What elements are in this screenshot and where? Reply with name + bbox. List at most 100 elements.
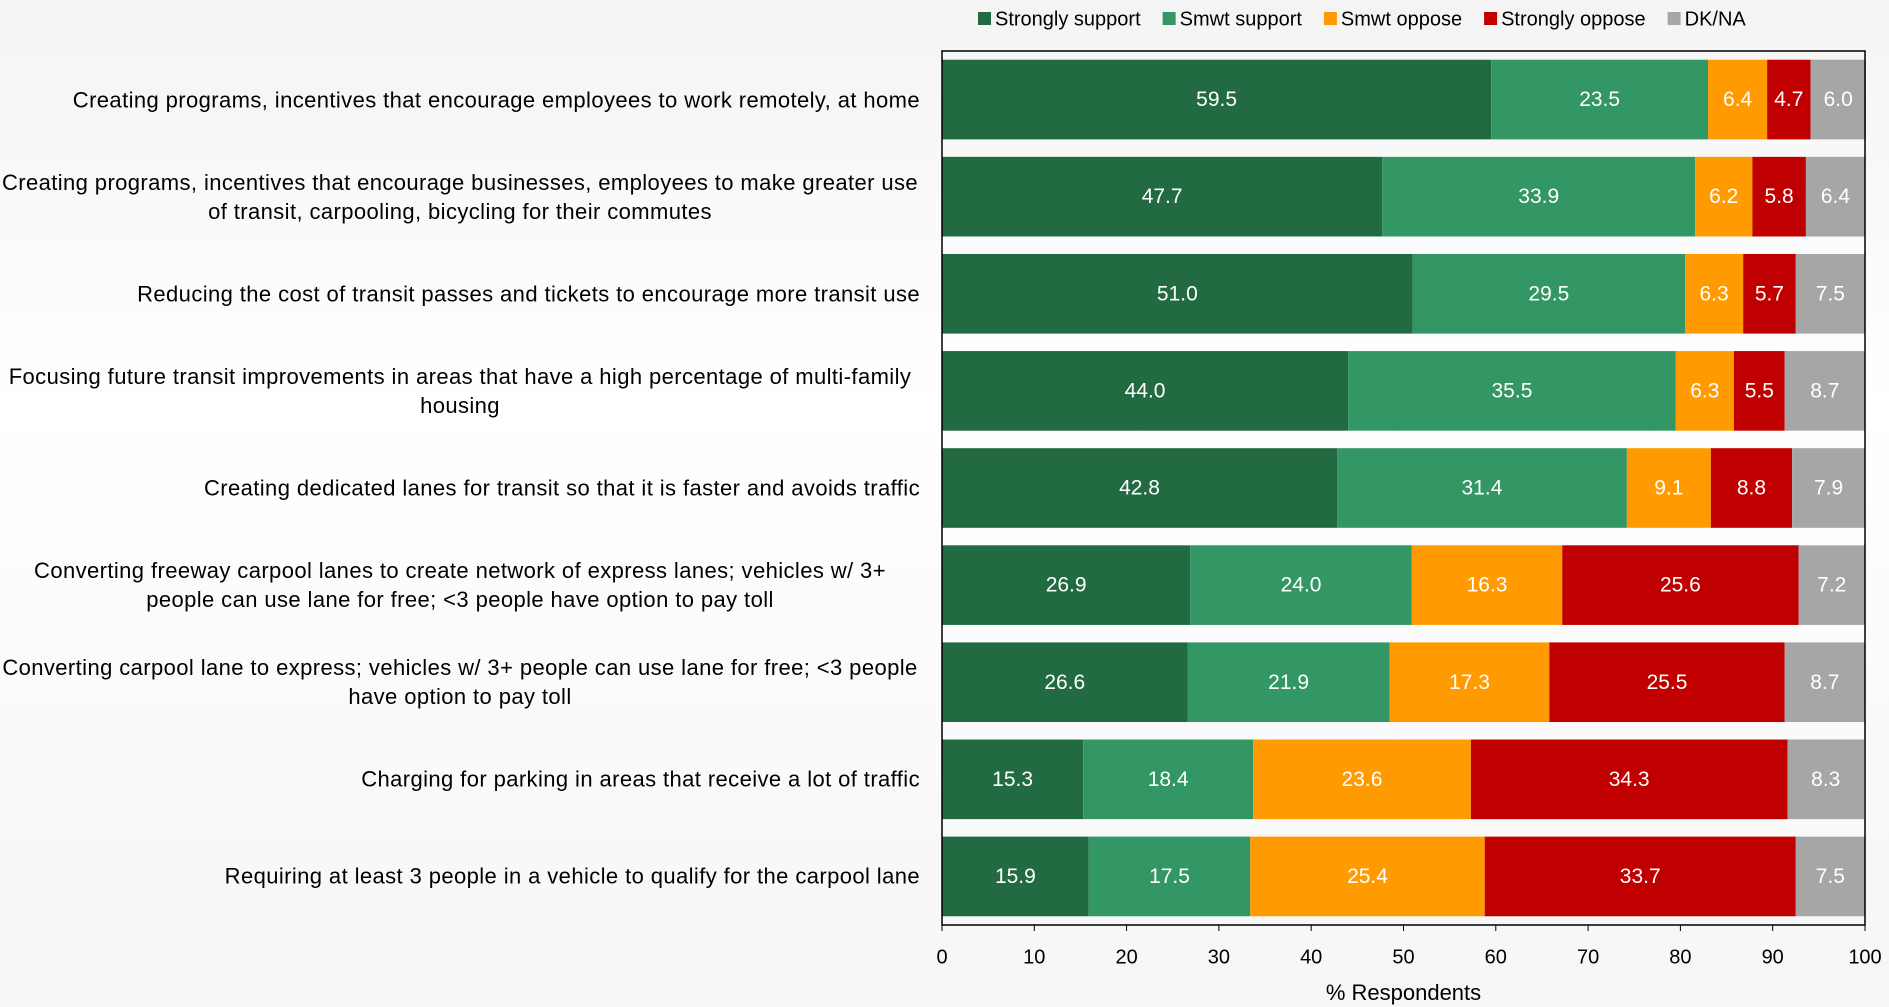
x-tick-label: 20 <box>1115 946 1137 968</box>
bar-segment <box>1190 545 1412 625</box>
data-label: 8.3 <box>1811 768 1840 791</box>
data-label: 29.5 <box>1528 282 1569 305</box>
y-tick-text: Focusing future transit improvements in … <box>8 363 912 418</box>
x-tick-label: 50 <box>1392 946 1414 968</box>
bar-segment <box>1675 351 1734 431</box>
bar-segment <box>1752 156 1806 237</box>
x-tick-label: 0 <box>936 946 947 968</box>
bar-segment <box>1470 739 1788 820</box>
data-label: 6.3 <box>1699 282 1728 305</box>
y-tick-label: Requiring at least 3 people in a vehicle… <box>0 862 920 891</box>
bar-segment <box>1695 156 1753 237</box>
y-tick-label: Converting carpool lane to express; vehi… <box>0 653 920 711</box>
bar-segment <box>1795 836 1865 917</box>
x-tick-label: 70 <box>1577 946 1599 968</box>
bar-segment <box>1784 642 1865 723</box>
data-label: 44.0 <box>1125 379 1166 402</box>
data-label: 18.4 <box>1148 768 1189 791</box>
data-label: 25.6 <box>1660 574 1701 597</box>
x-tick-label: 40 <box>1300 946 1322 968</box>
data-label: 31.4 <box>1462 477 1503 500</box>
bar-segment <box>1382 156 1696 237</box>
bar-segment <box>1795 253 1865 334</box>
data-label: 6.3 <box>1690 379 1719 402</box>
bar-segment <box>1805 156 1865 237</box>
bar-segment <box>1708 59 1768 140</box>
bar-segment <box>1626 448 1711 528</box>
legend-swatch <box>1484 12 1498 25</box>
y-tick-text: Creating programs, incentives that encou… <box>72 87 920 113</box>
data-label: 23.6 <box>1342 768 1383 791</box>
data-label: 4.7 <box>1774 88 1803 111</box>
y-tick-label: Converting freeway carpool lanes to crea… <box>0 556 920 614</box>
data-label: 24.0 <box>1281 574 1322 597</box>
bar-segment <box>1491 59 1709 140</box>
bar-segment <box>1250 836 1485 917</box>
legend-label: Smwt support <box>1180 8 1303 30</box>
data-label: 42.8 <box>1119 477 1160 500</box>
data-label: 26.9 <box>1046 574 1087 597</box>
data-label: 9.1 <box>1654 477 1683 500</box>
legend-swatch <box>1162 12 1176 25</box>
bar-segment <box>1787 739 1865 820</box>
legend-label: Smwt oppose <box>1341 8 1462 30</box>
bar-segment <box>942 739 1084 820</box>
bar-segment <box>942 545 1191 625</box>
y-tick-label: Creating programs, incentives that encou… <box>0 85 920 114</box>
data-label: 7.2 <box>1817 574 1846 597</box>
bar-segment <box>1792 448 1865 528</box>
bar-segment <box>1798 545 1865 625</box>
x-tick-label: 100 <box>1848 946 1881 968</box>
y-tick-label: Reducing the cost of transit passes and … <box>0 279 920 308</box>
data-label: 21.9 <box>1268 671 1309 694</box>
data-label: 8.8 <box>1737 477 1766 500</box>
bar-segment <box>1733 351 1785 431</box>
bar-segment <box>1549 642 1785 723</box>
y-tick-text: Reducing the cost of transit passes and … <box>137 281 920 307</box>
legend-swatch <box>1323 12 1337 25</box>
y-tick-text: Charging for parking in areas that recei… <box>361 766 920 792</box>
bar-segment <box>1253 739 1471 820</box>
legend-label: DK/NA <box>1685 8 1747 30</box>
y-tick-label: Creating programs, incentives that encou… <box>0 168 920 226</box>
data-label: 25.4 <box>1347 865 1388 888</box>
data-label: 23.5 <box>1579 88 1620 111</box>
data-label: 8.7 <box>1810 379 1839 402</box>
data-label: 7.5 <box>1816 865 1845 888</box>
bar-segment <box>942 253 1413 334</box>
data-label: 7.9 <box>1814 477 1843 500</box>
bar-segment <box>1743 253 1796 334</box>
data-label: 8.7 <box>1810 671 1839 694</box>
data-label: 16.3 <box>1467 574 1508 597</box>
bar-segment <box>942 156 1383 237</box>
data-label: 5.8 <box>1765 185 1794 208</box>
data-label: 59.5 <box>1196 88 1237 111</box>
bar-segment <box>1767 59 1811 140</box>
bar-segment <box>942 642 1188 723</box>
bar-segment <box>1187 642 1390 723</box>
data-label: 17.3 <box>1449 671 1490 694</box>
bar-segment <box>1411 545 1563 625</box>
data-label: 17.5 <box>1149 865 1190 888</box>
bar-segment <box>942 836 1089 917</box>
y-tick-label: Charging for parking in areas that recei… <box>0 765 920 794</box>
data-label: 25.5 <box>1647 671 1688 694</box>
x-axis-title: % Respondents <box>1326 980 1481 1005</box>
bar-segment <box>1088 836 1251 917</box>
data-label: 51.0 <box>1157 282 1198 305</box>
x-tick-label: 30 <box>1208 946 1230 968</box>
bar-segment <box>942 351 1349 431</box>
bar-segment <box>1685 253 1744 334</box>
y-tick-text: Requiring at least 3 people in a vehicle… <box>224 863 920 889</box>
bar-segment <box>1412 253 1686 334</box>
x-tick-label: 90 <box>1762 946 1784 968</box>
bar-segment <box>1710 448 1793 528</box>
data-label: 5.7 <box>1755 282 1784 305</box>
data-label: 47.7 <box>1142 185 1183 208</box>
bar-segment <box>1562 545 1799 625</box>
y-tick-text: Converting freeway carpool lanes to crea… <box>34 558 886 613</box>
bar-segment <box>1810 59 1866 140</box>
data-label: 6.0 <box>1824 88 1853 111</box>
